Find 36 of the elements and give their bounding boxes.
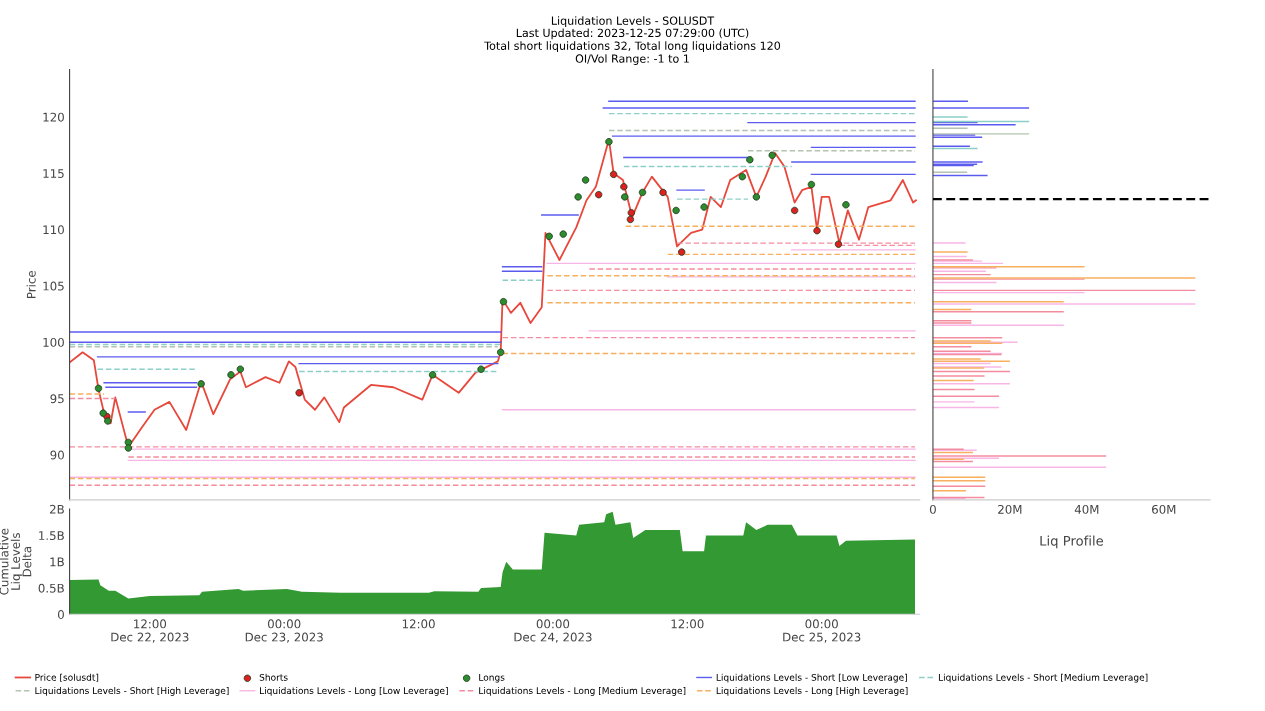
y-axis-title: Price — [26, 270, 36, 298]
x-tick-label: 20M — [998, 504, 1022, 514]
x-tick-label: 00:00 Dec 24, 2023 — [514, 619, 592, 643]
y-tick-label: 100 — [43, 337, 64, 347]
y-axis-title: Cumulative Liq Levels Delta — [0, 528, 32, 595]
legend-label: Liquidations Levels - Short [Low Leverage] — [716, 673, 907, 683]
y-tick-label: 2B — [49, 504, 64, 514]
y-tick-label: 0 — [57, 610, 64, 619]
y-tick-label: 1.5B — [39, 531, 64, 541]
y-tick-label: 115 — [43, 169, 64, 178]
chart-subtitle: Last Updated: 2023-12-25 07:29:00 (UTC) Total short liquidations 32, Total long liquidations 120 OI/Vol Range: -1 to 1 — [484, 28, 781, 65]
y-tick-label: 95 — [50, 394, 64, 404]
chart-title: Liquidation Levels - SOLUSDT — [551, 16, 715, 28]
y-tick-label: 105 — [43, 281, 64, 291]
legend-label: Liquidations Levels - Long [High Leverage] — [716, 687, 908, 696]
y-tick-label: 110 — [43, 225, 64, 235]
x-axis-title: Liq Profile — [1040, 535, 1104, 549]
y-tick-label: 0.5B — [38, 583, 64, 593]
x-tick-label: 00:00 Dec 23, 2023 — [245, 619, 323, 643]
x-tick-label: 40M — [1074, 504, 1099, 514]
x-tick-label: 00:00 Dec 25, 2023 — [783, 619, 861, 643]
x-tick-label: 60M — [1152, 504, 1176, 514]
y-tick-label: 1B — [50, 557, 64, 567]
legend-label: Liquidations Levels - Long [Medium Leverage] — [479, 687, 686, 696]
legend-label: Liquidations Levels - Short [High Leverage] — [35, 687, 229, 696]
legend-label: Price [solusdt] — [35, 673, 99, 682]
x-tick-label: 12:00 — [671, 619, 704, 629]
x-tick-label: 12:00 Dec 22, 2023 — [111, 619, 189, 643]
y-tick-label: 120 — [43, 112, 64, 122]
x-tick-label: 0 — [929, 504, 936, 514]
legend-label: Shorts — [259, 673, 288, 681]
legend-label: Liquidations Levels - Short [Medium Leverage] — [938, 673, 1148, 683]
x-tick-label: 12:00 — [402, 619, 435, 629]
legend-label: Liquidations Levels - Long [Low Leverage] — [260, 687, 448, 696]
y-tick-label: 90 — [50, 450, 64, 460]
legend-label: Longs — [479, 674, 505, 683]
